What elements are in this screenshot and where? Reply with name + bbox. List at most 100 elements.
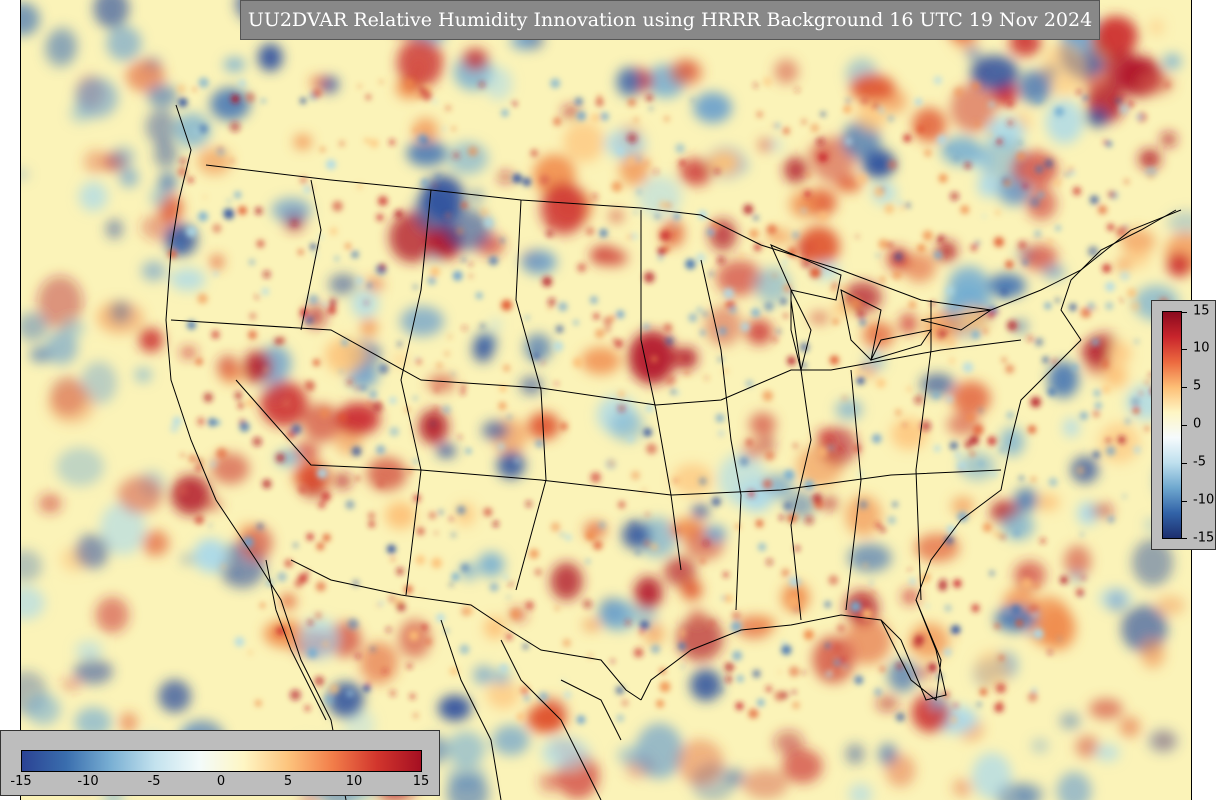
innovation-patch	[394, 353, 407, 368]
innovation-patch	[292, 442, 319, 462]
innovation-speck	[459, 644, 470, 655]
innovation-speck	[234, 636, 245, 647]
innovation-speck	[498, 401, 507, 410]
innovation-speck	[978, 408, 984, 413]
innovation-speck	[212, 223, 222, 233]
innovation-patch	[211, 452, 250, 485]
innovation-speck	[690, 98, 695, 102]
innovation-speck	[351, 250, 359, 259]
innovation-speck	[646, 443, 657, 455]
innovation-speck	[355, 653, 361, 660]
innovation-patch	[861, 366, 875, 378]
innovation-speck	[449, 517, 453, 521]
innovation-speck	[793, 443, 798, 449]
innovation-speck	[936, 673, 943, 680]
innovation-patch	[97, 300, 130, 331]
innovation-speck	[1019, 475, 1024, 481]
innovation-speck	[1105, 281, 1115, 292]
innovation-speck	[925, 604, 930, 608]
innovation-speck	[595, 98, 604, 107]
innovation-speck	[753, 82, 759, 88]
innovation-speck	[563, 690, 572, 699]
innovation-speck	[604, 325, 612, 333]
innovation-patch	[444, 208, 491, 251]
innovation-speck	[816, 137, 825, 146]
innovation-speck	[1094, 307, 1098, 311]
innovation-speck	[559, 422, 568, 431]
innovation-speck	[991, 471, 997, 478]
innovation-speck	[457, 434, 463, 440]
innovation-speck	[673, 478, 678, 483]
innovation-patch	[1161, 132, 1176, 147]
innovation-patch	[754, 267, 791, 304]
innovation-patch	[75, 534, 110, 569]
innovation-patch	[704, 306, 743, 346]
innovation-speck	[1076, 466, 1085, 475]
innovation-speck	[245, 92, 256, 103]
innovation-speck	[356, 386, 360, 390]
innovation-speck	[508, 581, 514, 587]
innovation-patch	[1109, 341, 1131, 366]
innovation-speck	[305, 570, 310, 575]
innovation-speck	[209, 460, 217, 468]
innovation-speck	[354, 475, 361, 482]
innovation-speck	[498, 443, 505, 450]
innovation-speck	[176, 84, 186, 94]
innovation-speck	[175, 242, 184, 250]
innovation-patch	[581, 347, 621, 375]
innovation-speck	[529, 549, 539, 559]
innovation-speck	[387, 594, 397, 603]
innovation-speck	[872, 433, 882, 444]
innovation-speck	[416, 358, 422, 365]
innovation-speck	[887, 115, 894, 122]
innovation-speck	[771, 123, 775, 127]
innovation-speck	[364, 301, 369, 305]
innovation-speck	[879, 109, 884, 114]
innovation-speck	[379, 80, 384, 84]
innovation-speck	[445, 105, 451, 111]
innovation-speck	[230, 159, 234, 163]
innovation-speck	[1069, 303, 1077, 311]
innovation-speck	[539, 174, 550, 186]
innovation-patch	[75, 77, 119, 119]
innovation-speck	[748, 228, 759, 239]
innovation-speck	[593, 540, 603, 550]
innovation-patch	[844, 617, 892, 665]
innovation-patch	[406, 140, 448, 167]
innovation-speck	[856, 310, 866, 319]
innovation-speck	[825, 643, 831, 649]
innovation-speck	[950, 625, 961, 635]
innovation-speck	[659, 681, 671, 693]
innovation-speck	[371, 401, 383, 413]
innovation-speck	[546, 230, 553, 237]
innovation-patch	[119, 168, 139, 188]
innovation-speck	[856, 173, 868, 184]
innovation-speck	[449, 582, 454, 587]
innovation-patch	[952, 778, 974, 797]
innovation-patch	[795, 241, 811, 256]
innovation-speck	[1101, 361, 1110, 369]
innovation-speck	[520, 685, 530, 695]
innovation-speck	[1052, 359, 1057, 364]
innovation-speck	[936, 235, 945, 244]
innovation-speck	[248, 330, 257, 340]
innovation-speck	[1118, 104, 1129, 115]
innovation-patch	[848, 543, 892, 572]
innovation-patch	[1077, 501, 1098, 526]
innovation-speck	[895, 712, 905, 722]
innovation-speck	[376, 479, 385, 488]
innovation-patch	[492, 725, 530, 756]
innovation-speck	[908, 568, 912, 572]
innovation-speck	[1102, 263, 1112, 273]
innovation-speck	[764, 450, 775, 461]
innovation-speck	[412, 284, 418, 290]
innovation-speck	[560, 532, 564, 537]
innovation-speck	[1048, 477, 1058, 487]
innovation-patch	[141, 261, 166, 281]
innovation-speck	[553, 341, 564, 352]
innovation-speck	[765, 685, 773, 693]
innovation-speck	[389, 396, 397, 404]
innovation-speck	[1038, 191, 1045, 198]
innovation-speck	[875, 522, 881, 528]
innovation-speck	[413, 459, 418, 464]
